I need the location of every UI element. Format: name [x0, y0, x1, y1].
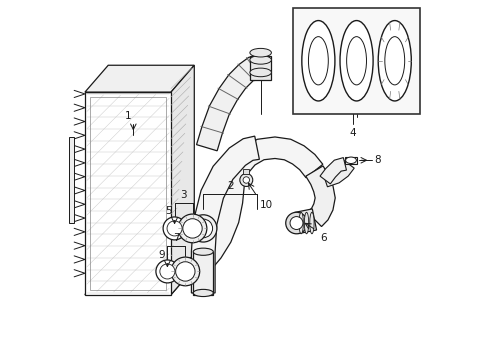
Bar: [292, 8, 419, 114]
Text: 4: 4: [349, 128, 355, 138]
Ellipse shape: [249, 68, 271, 77]
Ellipse shape: [249, 48, 271, 57]
Ellipse shape: [183, 219, 202, 238]
Polygon shape: [193, 252, 213, 295]
Polygon shape: [319, 158, 346, 184]
Text: 7: 7: [173, 233, 179, 243]
Text: 8: 8: [373, 155, 380, 165]
Ellipse shape: [163, 217, 185, 240]
Polygon shape: [249, 56, 271, 80]
Polygon shape: [322, 159, 353, 187]
Ellipse shape: [193, 289, 213, 297]
Ellipse shape: [304, 212, 308, 234]
Polygon shape: [69, 137, 74, 223]
Ellipse shape: [160, 264, 175, 279]
Text: 9: 9: [158, 249, 164, 260]
Text: 2: 2: [226, 181, 233, 191]
Text: 5: 5: [165, 206, 171, 216]
Polygon shape: [188, 137, 322, 277]
Ellipse shape: [167, 221, 182, 236]
Text: 1: 1: [124, 111, 131, 121]
Ellipse shape: [189, 215, 217, 242]
Circle shape: [243, 177, 249, 183]
Polygon shape: [243, 169, 249, 174]
Ellipse shape: [178, 214, 206, 243]
Polygon shape: [85, 65, 194, 92]
Ellipse shape: [339, 21, 372, 101]
Ellipse shape: [193, 248, 213, 255]
Ellipse shape: [384, 37, 404, 85]
Ellipse shape: [298, 212, 303, 234]
Ellipse shape: [156, 260, 179, 283]
Circle shape: [239, 174, 252, 186]
Polygon shape: [85, 268, 194, 295]
Ellipse shape: [171, 257, 199, 286]
Ellipse shape: [175, 262, 195, 281]
Ellipse shape: [249, 55, 271, 64]
Polygon shape: [344, 157, 357, 164]
Ellipse shape: [289, 217, 303, 229]
Ellipse shape: [377, 21, 410, 101]
Polygon shape: [191, 136, 259, 293]
Text: 10: 10: [259, 200, 272, 210]
Polygon shape: [294, 209, 316, 234]
Ellipse shape: [309, 212, 313, 234]
Polygon shape: [171, 65, 194, 295]
Ellipse shape: [285, 212, 306, 234]
Ellipse shape: [308, 37, 327, 85]
Ellipse shape: [345, 157, 356, 163]
Text: 3: 3: [180, 190, 186, 200]
Polygon shape: [305, 166, 335, 226]
Text: 6: 6: [320, 233, 326, 243]
Ellipse shape: [301, 21, 334, 101]
Polygon shape: [196, 55, 263, 151]
Ellipse shape: [346, 37, 366, 85]
Ellipse shape: [194, 219, 212, 238]
Polygon shape: [85, 92, 171, 295]
